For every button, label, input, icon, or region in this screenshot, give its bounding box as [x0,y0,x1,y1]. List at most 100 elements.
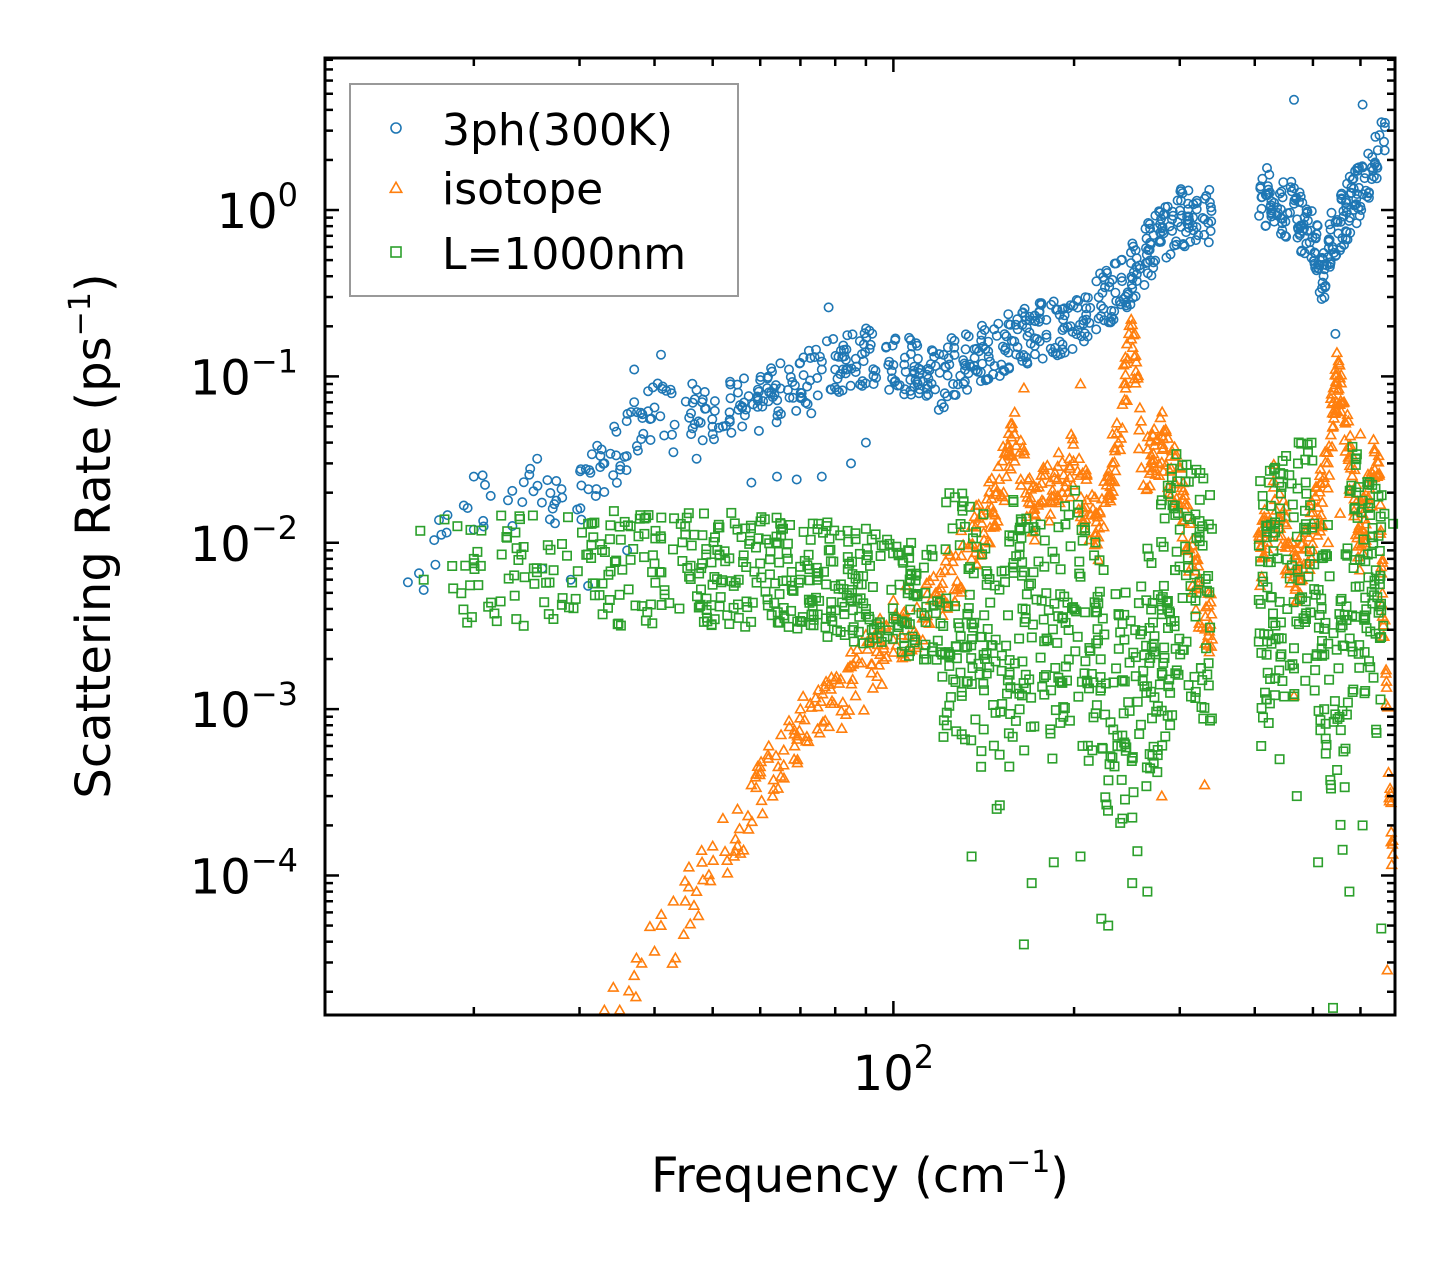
point-isotope [998,446,1011,458]
point-3ph [861,323,872,334]
point-3ph [913,363,924,374]
point-3ph [1165,249,1176,260]
point-l1000nm [1145,686,1156,697]
point-l1000nm [1049,598,1060,609]
point-3ph [429,535,440,546]
point-l1000nm [978,685,989,696]
point-isotope [829,673,842,685]
point-isotope [1063,462,1077,473]
point-l1000nm [1159,513,1170,524]
point-3ph [1262,163,1273,174]
point-l1000nm [963,563,974,574]
point-3ph [565,574,576,585]
point-l1000nm [1319,649,1330,660]
point-l1000nm [1335,819,1346,830]
point-l1000nm [1318,552,1329,563]
point-isotope [812,683,825,695]
point-l1000nm [966,735,977,746]
point-l1000nm [1149,646,1160,657]
point-l1000nm [1116,774,1127,785]
point-isotope [861,642,874,654]
point-3ph [691,453,702,464]
point-l1000nm [1291,791,1302,802]
point-l1000nm [1191,587,1202,598]
point-3ph [837,385,848,396]
point-l1000nm [875,550,886,561]
point-l1000nm [539,597,550,608]
point-l1000nm [976,631,987,642]
point-3ph [611,426,622,437]
point-l1000nm [1200,573,1211,584]
point-isotope [1110,416,1124,428]
point-isotope [988,517,1002,529]
point-l1000nm [966,653,977,664]
point-l1000nm [1170,564,1181,575]
point-l1000nm [1204,587,1215,598]
point-3ph [825,384,836,395]
tick-labels: 102 100 10−1 10−2 10−3 10−4 [190,176,934,1102]
point-l1000nm [1108,724,1119,735]
point-isotope [1037,461,1050,473]
point-3ph [1050,348,1061,359]
point-l1000nm [1026,878,1037,889]
point-3ph [1075,319,1086,330]
point-l1000nm [822,631,833,642]
point-isotope [1120,394,1134,405]
point-l1000nm [1284,573,1295,584]
point-isotope [887,645,900,657]
point-l1000nm [1019,745,1030,756]
point-isotope [1325,387,1338,399]
point-3ph [544,514,555,525]
point-l1000nm [826,597,837,608]
point-l1000nm [583,549,594,560]
point-3ph [542,475,553,486]
point-l1000nm [728,580,739,591]
point-3ph [631,407,642,418]
point-3ph [433,515,444,526]
point-l1000nm [1045,728,1056,739]
point-l1000nm [996,665,1007,676]
point-l1000nm [1301,488,1312,499]
point-3ph [942,342,953,353]
point-l1000nm [1052,637,1063,648]
point-l1000nm [1278,469,1289,480]
point-l1000nm [537,563,548,574]
point-3ph [1272,202,1283,213]
point-l1000nm [966,851,977,862]
point-3ph [615,464,626,475]
point-3ph [478,515,489,526]
point-l1000nm [1205,715,1216,726]
point-l1000nm [633,531,644,542]
point-3ph [1167,214,1178,225]
point-3ph [738,373,749,384]
point-l1000nm [1117,813,1128,824]
point-isotope [1095,492,1109,504]
point-3ph [1323,242,1334,253]
point-l1000nm [513,554,524,565]
point-l1000nm [1023,580,1034,591]
point-isotope [1108,475,1121,487]
point-l1000nm [1274,754,1285,765]
point-3ph [860,378,871,389]
point-3ph [525,463,536,474]
point-isotope [972,498,985,510]
point-l1000nm [544,577,555,588]
point-3ph [771,417,782,428]
point-l1000nm [1373,491,1384,502]
point-l1000nm [1174,633,1185,644]
point-isotope [755,794,768,806]
point-l1000nm [1165,720,1176,731]
point-l1000nm [967,533,978,544]
point-3ph [783,364,794,375]
point-l1000nm [1026,692,1037,703]
point-l1000nm [1128,787,1139,798]
point-3ph [1310,232,1321,243]
point-l1000nm [1024,674,1035,685]
point-isotope [682,880,695,892]
point-isotope [1048,466,1062,478]
point-isotope [1106,427,1119,439]
point-isotope [678,874,692,886]
point-3ph [1001,331,1012,342]
point-3ph [1341,195,1352,206]
